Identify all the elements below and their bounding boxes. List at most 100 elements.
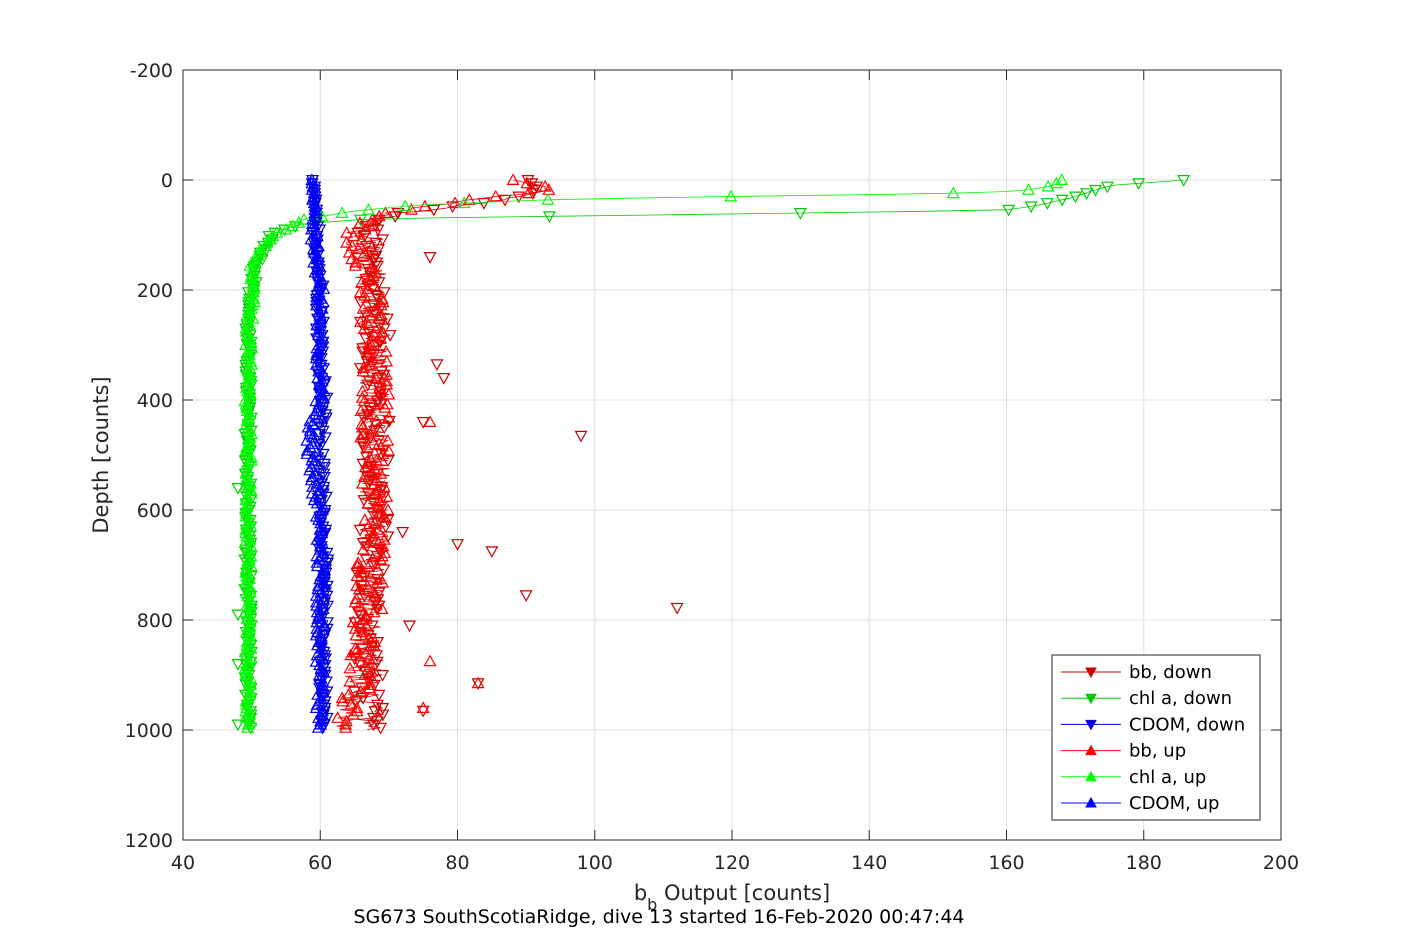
data-point [244,519,258,532]
data-point [317,458,331,471]
data-point [1055,173,1069,185]
data-point [366,561,380,573]
data-point [240,328,254,341]
legend: bb, down chl a, down CDOM, down bb, up chl a… [1051,654,1261,821]
data-point [354,565,368,578]
data-point [374,308,388,321]
data-point [316,425,330,438]
data-point [349,645,363,657]
legend-marker [1085,693,1097,705]
data-point [457,196,471,209]
legend-marker [1085,719,1097,731]
data-point [241,717,255,730]
data-point [317,282,331,294]
outlier-point [416,417,430,429]
outlier-point [231,483,245,495]
data-point [309,351,323,364]
legend-entry-label: bb, up [1129,741,1186,762]
data-point [244,450,258,463]
data-point [312,364,326,377]
data-point [370,650,384,662]
data-point [370,260,384,273]
data-point [286,219,300,232]
data-point [309,404,323,416]
data-point [506,173,520,185]
data-point [360,541,374,554]
data-point [343,661,357,674]
outlier-point [574,430,588,443]
data-point [361,519,375,532]
data-point [370,257,384,270]
data-point [489,189,503,202]
data-point [362,631,376,644]
data-point [319,409,333,422]
data-point [241,721,255,733]
data-point [311,612,325,624]
data-point [306,242,320,255]
data-point [242,437,256,449]
x-tick-label: 40 [171,852,195,874]
data-point [335,206,349,218]
data-point [542,211,556,224]
data-point [244,334,258,347]
data-point [363,402,377,415]
data-point [243,387,257,400]
x-axis-label-main: b [634,881,647,905]
data-point [377,509,391,522]
data-point [380,490,394,502]
data-point [372,311,386,324]
data-point [240,447,254,459]
data-point [240,635,254,648]
data-point [318,432,332,445]
data-point [297,212,311,225]
data-point [367,589,381,601]
data-point [317,391,331,403]
data-point [303,440,317,453]
data-point [363,358,377,370]
data-point [361,202,376,215]
plot-area [231,173,1191,735]
data-point [368,635,382,648]
data-point [381,455,395,468]
data-point [353,315,367,327]
data-point [347,229,361,242]
data-point [380,374,394,387]
ticks: 40 60 80 100 120 140 160 180 200 -200 0 200 400 600 80… [125,60,1299,874]
data-point [356,249,370,261]
data-point [364,577,378,590]
data-point [240,414,254,426]
data-point [346,707,360,720]
data-point [339,714,353,727]
legend-entry-label: CDOM, down [1129,714,1245,735]
x-axis-label: bb Output [counts] [634,881,830,914]
data-point [350,579,364,591]
data-point [306,480,320,492]
data-point [376,447,390,459]
data-point [307,196,321,209]
data-point [462,193,476,205]
data-point [368,463,382,476]
data-point [292,216,306,228]
data-point [243,628,257,641]
data-point [313,539,327,552]
data-point [239,664,253,677]
y-tick-label: 400 [137,390,173,412]
series-3 [331,173,556,733]
data-point [239,562,253,575]
data-point [311,325,325,337]
data-point [243,331,257,344]
data-point [243,430,257,443]
series-5 [300,173,331,733]
outlier-point [423,654,437,667]
data-point [311,721,325,733]
y-tick-label: -200 [130,60,173,82]
data-point [243,391,257,403]
data-point [360,440,374,453]
data-point [372,437,386,449]
data-point [357,394,371,407]
data-point [793,208,807,220]
data-point [239,443,253,456]
data-point [303,427,317,440]
data-point [310,532,324,545]
data-point [418,199,432,212]
